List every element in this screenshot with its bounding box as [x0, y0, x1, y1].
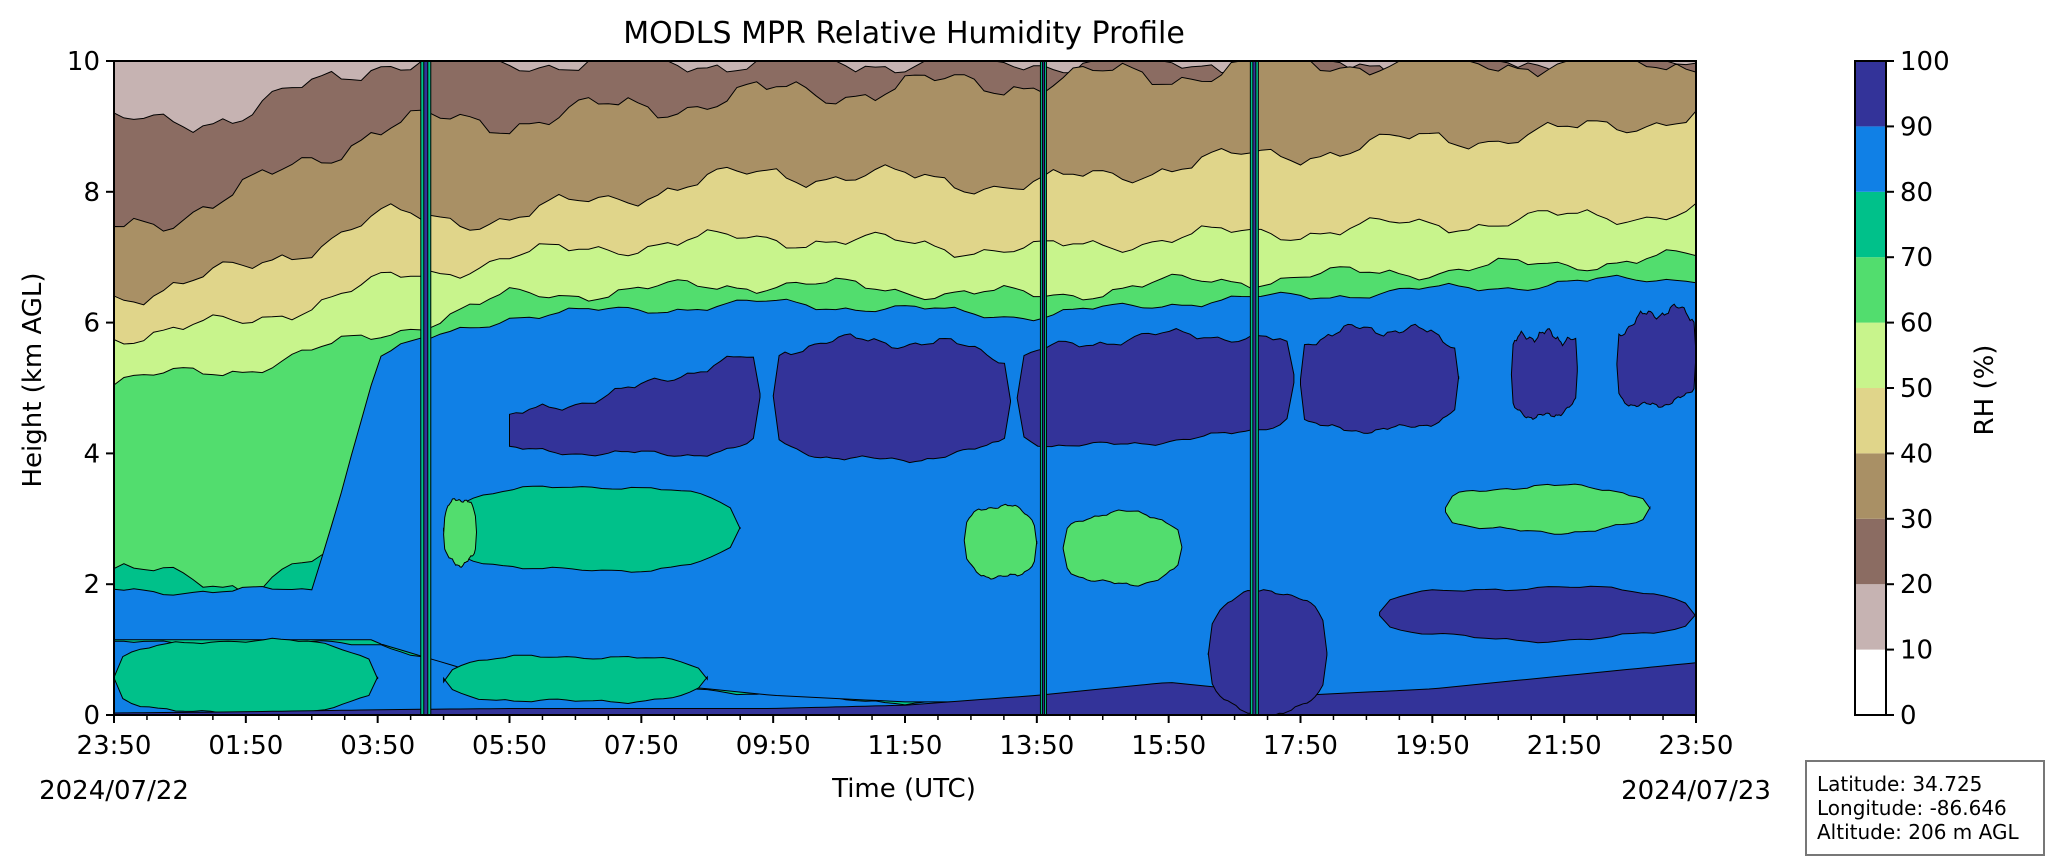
- start-date-label: 2024/07/22: [39, 776, 189, 806]
- colorbar-swatch: [1855, 518, 1886, 585]
- colorbar-swatch: [1855, 584, 1886, 650]
- colorbar-tick-label: 0: [1900, 701, 1917, 731]
- colorbar-label: RH (%): [1970, 345, 2000, 436]
- colorbar-tick-label: 10: [1900, 636, 1933, 666]
- x-tick-label: 09:50: [736, 731, 811, 761]
- rh-patch-90-100: [1379, 585, 1696, 644]
- colorbar-tick-label: 20: [1900, 570, 1933, 600]
- x-tick-label: 17:50: [1263, 731, 1338, 761]
- y-axis-label: Height (km AGL): [18, 272, 48, 487]
- rh-patch-70-80: [443, 485, 741, 573]
- x-tick-label: 23:50: [77, 731, 152, 761]
- axes: 0 2 4 6 8 10 23:50 01:50 03:50 05:50 07:50 09:50 11:…: [67, 47, 1734, 761]
- colorbar-swatch: [1855, 126, 1886, 192]
- colorbar-tick-label: 50: [1900, 374, 1933, 404]
- rh-patch-60-70: [1062, 509, 1183, 587]
- x-tick-label: 03:50: [340, 731, 415, 761]
- rh-patch-70-80: [114, 637, 379, 715]
- x-tick-label: 15:50: [1131, 731, 1206, 761]
- y-tick-label: 2: [83, 570, 100, 600]
- altitude-text: Altitude: 206 m AGL: [1817, 820, 2019, 844]
- colorbar-swatch: [1855, 257, 1886, 323]
- colorbar-tick-label: 90: [1900, 112, 1933, 142]
- colorbar-swatch: [1855, 453, 1886, 519]
- longitude-text: Longitude: -86.646: [1817, 796, 2007, 820]
- x-tick-label: 19:50: [1395, 731, 1470, 761]
- rh-layer-90-100: [1510, 328, 1578, 421]
- colorbar-tick-label: 80: [1900, 178, 1933, 208]
- rh-patch-60-70: [1445, 483, 1651, 535]
- rh-layer-90-100: [1616, 303, 1696, 408]
- rh-layer-90-100: [772, 333, 1011, 464]
- y-tick-label: 6: [83, 309, 100, 339]
- x-tick-label: 07:50: [604, 731, 679, 761]
- rh-patch-90-100: [1207, 589, 1328, 715]
- x-tick-label: 05:50: [472, 731, 547, 761]
- plot-area: [113, 60, 1697, 716]
- colorbar-swatch: [1855, 649, 1886, 715]
- x-tick-label: 21:50: [1527, 731, 1602, 761]
- rh-patch-70-80: [443, 654, 708, 705]
- x-tick-label: 11:50: [868, 731, 943, 761]
- rh-layer-90-100: [1016, 328, 1295, 448]
- colorbar-swatch: [1855, 191, 1886, 258]
- chart-title: MODLS MPR Relative Humidity Profile: [623, 16, 1185, 51]
- latitude-text: Latitude: 34.725: [1817, 772, 1983, 796]
- saturated-column-core: [1252, 61, 1257, 715]
- y-tick-label: 0: [83, 701, 100, 731]
- saturated-column-core: [1041, 61, 1045, 715]
- rh-layer-90-100: [509, 355, 761, 457]
- y-tick-label: 8: [83, 178, 100, 208]
- colorbar-tick-label: 30: [1900, 505, 1933, 535]
- rh-layer-90-100: [1300, 323, 1460, 434]
- x-tick-label: 13:50: [999, 731, 1074, 761]
- y-tick-label: 10: [67, 47, 100, 77]
- rh-patch-60-70: [963, 503, 1038, 580]
- colorbar-swatch: [1855, 322, 1886, 388]
- colorbar-tick-label: 100: [1900, 47, 1950, 77]
- end-date-label: 2024/07/23: [1621, 776, 1771, 806]
- colorbar-swatch: [1855, 388, 1886, 454]
- colorbar-swatch: [1855, 61, 1886, 127]
- x-axis-label: Time (UTC): [831, 774, 976, 804]
- rh-patch-60-70: [443, 498, 477, 568]
- x-tick-label: 23:50: [1659, 731, 1734, 761]
- colorbar-tick-label: 70: [1900, 243, 1933, 273]
- colorbar: 0 10 20 30 40 50 60 70 80 90 100: [1854, 47, 1950, 731]
- x-tick-label: 01:50: [208, 731, 283, 761]
- y-tick-label: 4: [83, 439, 100, 469]
- saturated-column-core: [423, 61, 429, 715]
- colorbar-tick-label: 40: [1900, 439, 1933, 469]
- colorbar-tick-label: 60: [1900, 309, 1933, 339]
- station-info-box: Latitude: 34.725 Longitude: -86.646 Alti…: [1805, 760, 2045, 856]
